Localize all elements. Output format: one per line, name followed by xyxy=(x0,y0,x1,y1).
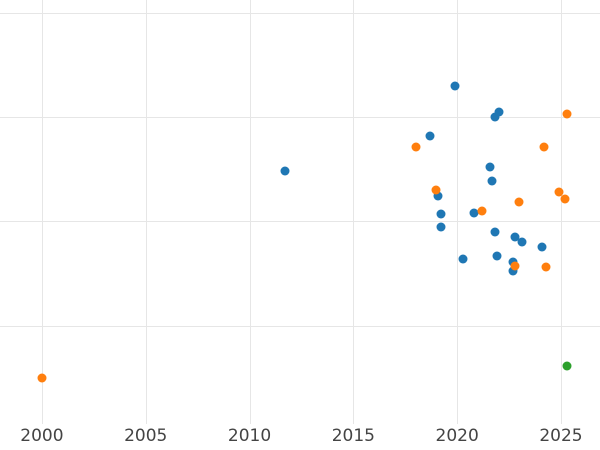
data-point-series-blue xyxy=(436,209,446,219)
data-point-series-blue xyxy=(485,162,495,172)
data-point-series-orange xyxy=(431,185,441,195)
horizontal-gridline xyxy=(0,12,600,14)
x-axis-tick-label: 2005 xyxy=(124,426,168,446)
x-axis-tick-label: 2020 xyxy=(435,426,479,446)
data-point-series-orange xyxy=(539,142,549,152)
data-point-series-blue xyxy=(458,254,468,264)
data-point-series-blue xyxy=(469,208,479,218)
vertical-gridline xyxy=(249,0,251,424)
data-point-series-orange xyxy=(37,373,47,383)
vertical-gridline xyxy=(560,0,562,424)
data-point-series-orange xyxy=(510,261,520,271)
horizontal-gridline xyxy=(0,221,600,223)
data-point-series-blue xyxy=(508,266,518,276)
x-axis-tick-label: 2010 xyxy=(227,426,272,446)
data-point-series-blue xyxy=(487,176,497,186)
data-point-series-orange xyxy=(560,194,570,204)
x-axis-tick-label: 2015 xyxy=(331,426,375,446)
data-point-series-blue xyxy=(492,251,502,261)
data-point-series-blue xyxy=(280,166,290,176)
data-point-series-blue xyxy=(494,107,504,117)
horizontal-gridline xyxy=(0,116,600,118)
vertical-gridline xyxy=(41,0,43,424)
data-point-series-orange xyxy=(514,197,524,206)
data-point-series-blue xyxy=(510,232,520,242)
vertical-gridline xyxy=(145,0,147,424)
data-point-series-blue xyxy=(450,81,460,91)
data-point-series-blue xyxy=(537,242,547,252)
vertical-gridline xyxy=(457,0,459,424)
x-axis-tick-label: 2000 xyxy=(20,426,64,446)
horizontal-gridline xyxy=(0,325,600,327)
data-point-series-blue xyxy=(433,191,443,201)
data-point-series-orange xyxy=(541,262,551,272)
data-point-series-orange xyxy=(411,142,421,152)
data-point-series-blue xyxy=(425,131,435,141)
data-point-series-blue xyxy=(490,112,500,122)
data-point-series-blue xyxy=(490,227,500,237)
x-axis-tick-label: 2025 xyxy=(539,426,583,446)
data-point-series-blue xyxy=(517,237,527,247)
data-point-series-orange xyxy=(477,206,487,216)
data-point-series-orange xyxy=(562,109,572,119)
data-point-series-green xyxy=(562,361,572,371)
data-point-series-blue xyxy=(436,222,446,232)
vertical-gridline xyxy=(353,0,355,424)
data-point-series-orange xyxy=(554,187,564,197)
